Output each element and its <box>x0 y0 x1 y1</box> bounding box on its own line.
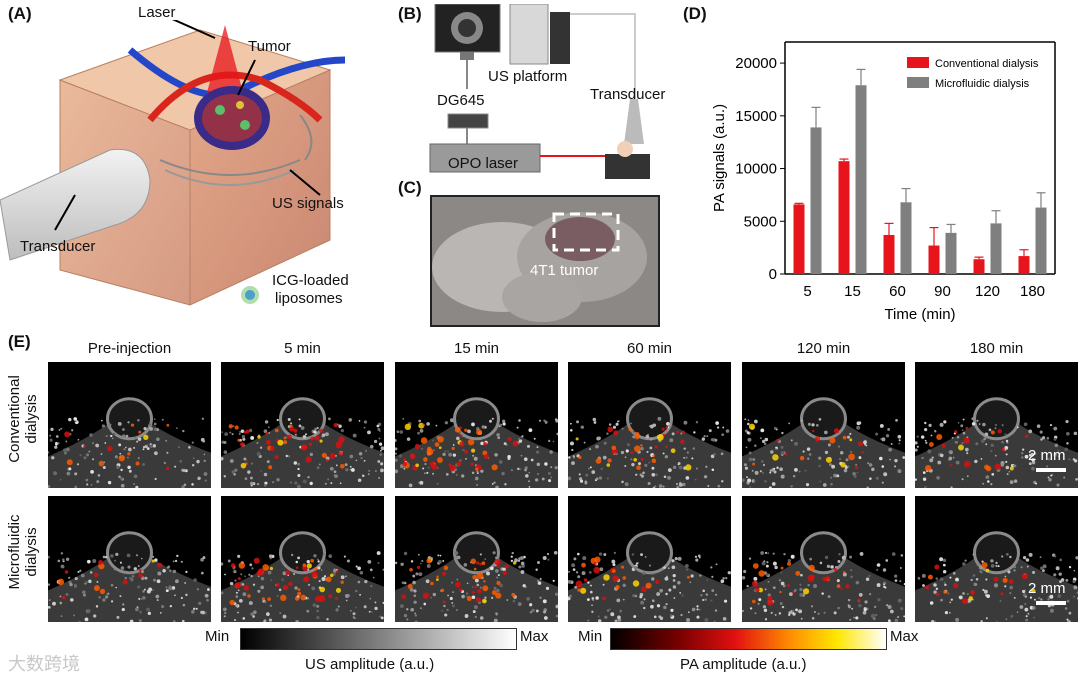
pa-us-image <box>48 362 211 488</box>
scale-bar-row2 <box>1036 601 1066 605</box>
y-tick-label: 5000 <box>744 213 777 230</box>
legend-swatch <box>907 77 929 88</box>
column-header: Pre-injection <box>87 340 172 357</box>
column-header: 120 min <box>796 340 851 357</box>
bar-conventional <box>928 245 940 274</box>
us-bar-title: US amplitude (a.u.) <box>305 656 435 673</box>
transducer-b-label: Transducer <box>590 86 666 103</box>
scale-bar-row1 <box>1036 468 1066 472</box>
pa-colorbar <box>610 628 887 650</box>
scale-bar-label-row2: 2 mm <box>1028 580 1066 597</box>
pa-us-image <box>915 362 1078 488</box>
row-label-conventional: Conventional dialysis <box>6 375 40 463</box>
opo-laser-label: OPO laser <box>448 155 519 172</box>
liposomes-label-1: ICG-loaded <box>272 272 349 289</box>
pa-us-image <box>395 362 558 488</box>
pa-bar-title: PA amplitude (a.u.) <box>680 656 807 673</box>
panel-e-label: (E) <box>8 332 31 351</box>
us-colorbar <box>240 628 517 650</box>
bar-microfluidic <box>900 202 912 274</box>
watermark: 大数跨境 <box>8 654 80 674</box>
x-tick-label: 15 <box>844 283 861 300</box>
pa-signal-bar-chart: 0 5000 10000 15000 20000 5 15 60 90 120 180 Time (m… <box>711 41 1056 323</box>
panel-b-setup <box>429 4 650 179</box>
tumor-label: Tumor <box>248 38 291 55</box>
y-tick-label: 15000 <box>735 108 777 125</box>
x-axis-label: Time (min) <box>884 306 955 323</box>
y-tick-label: 20000 <box>735 55 777 72</box>
us-bar-max: Max <box>520 628 549 645</box>
legend-label: Microfluidic dialysis <box>935 78 1030 90</box>
x-tick-label: 120 <box>975 283 1000 300</box>
bar-conventional <box>838 161 850 274</box>
x-tick-label: 60 <box>889 283 906 300</box>
bar-conventional <box>883 234 895 274</box>
us-signals-label: US signals <box>272 195 344 212</box>
pa-us-image <box>742 496 905 622</box>
column-header: 60 min <box>626 340 673 357</box>
x-tick-label: 5 <box>803 283 811 300</box>
column-header: 180 min <box>969 340 1024 357</box>
panel-a-illustration <box>0 20 346 306</box>
bar-conventional <box>973 259 985 274</box>
x-tick-label: 90 <box>934 283 951 300</box>
transducer-label: Transducer <box>20 238 96 255</box>
tumor-4t1-label: 4T1 tumor <box>530 262 599 279</box>
row-label-microfluidic: Microfluidic dialysis <box>6 514 40 590</box>
y-tick-label: 0 <box>769 266 777 283</box>
panel-b-label: (B) <box>398 4 422 23</box>
pa-us-image <box>221 496 384 622</box>
us-platform-label: US platform <box>488 68 568 85</box>
panel-a-label: (A) <box>8 4 32 23</box>
mouse-photo <box>430 195 660 327</box>
pa-us-image <box>395 496 558 622</box>
pa-us-image <box>742 362 905 488</box>
liposomes-label-2: liposomes <box>275 290 343 307</box>
pa-us-image <box>568 362 731 488</box>
legend-label: Conventional dialysis <box>935 58 1039 70</box>
y-axis-label: PA signals (a.u.) <box>711 104 728 212</box>
column-header: 5 min <box>284 340 321 357</box>
pa-us-image <box>48 496 211 622</box>
legend-swatch <box>907 57 929 68</box>
us-bar-min: Min <box>205 628 230 645</box>
pa-us-image <box>568 496 731 622</box>
bar-microfluidic <box>990 223 1002 274</box>
laser-label: Laser <box>138 4 176 21</box>
column-header: 15 min <box>453 340 500 357</box>
panel-c-label: (C) <box>398 178 422 197</box>
bar-conventional <box>793 204 805 274</box>
bar-microfluidic <box>1035 207 1047 274</box>
dg645-label: DG645 <box>437 92 485 109</box>
bar-conventional <box>1018 256 1030 274</box>
bar-microfluidic <box>945 232 957 274</box>
pa-us-image <box>221 362 384 488</box>
x-tick-label: 180 <box>1020 283 1045 300</box>
y-tick-label: 10000 <box>735 161 777 178</box>
pa-bar-max: Max <box>890 628 919 645</box>
bar-microfluidic <box>855 85 867 275</box>
pa-bar-min: Min <box>578 628 603 645</box>
bar-microfluidic <box>810 127 822 274</box>
panel-d-label: (D) <box>683 4 707 23</box>
scale-bar-label-row1: 2 mm <box>1028 447 1066 464</box>
